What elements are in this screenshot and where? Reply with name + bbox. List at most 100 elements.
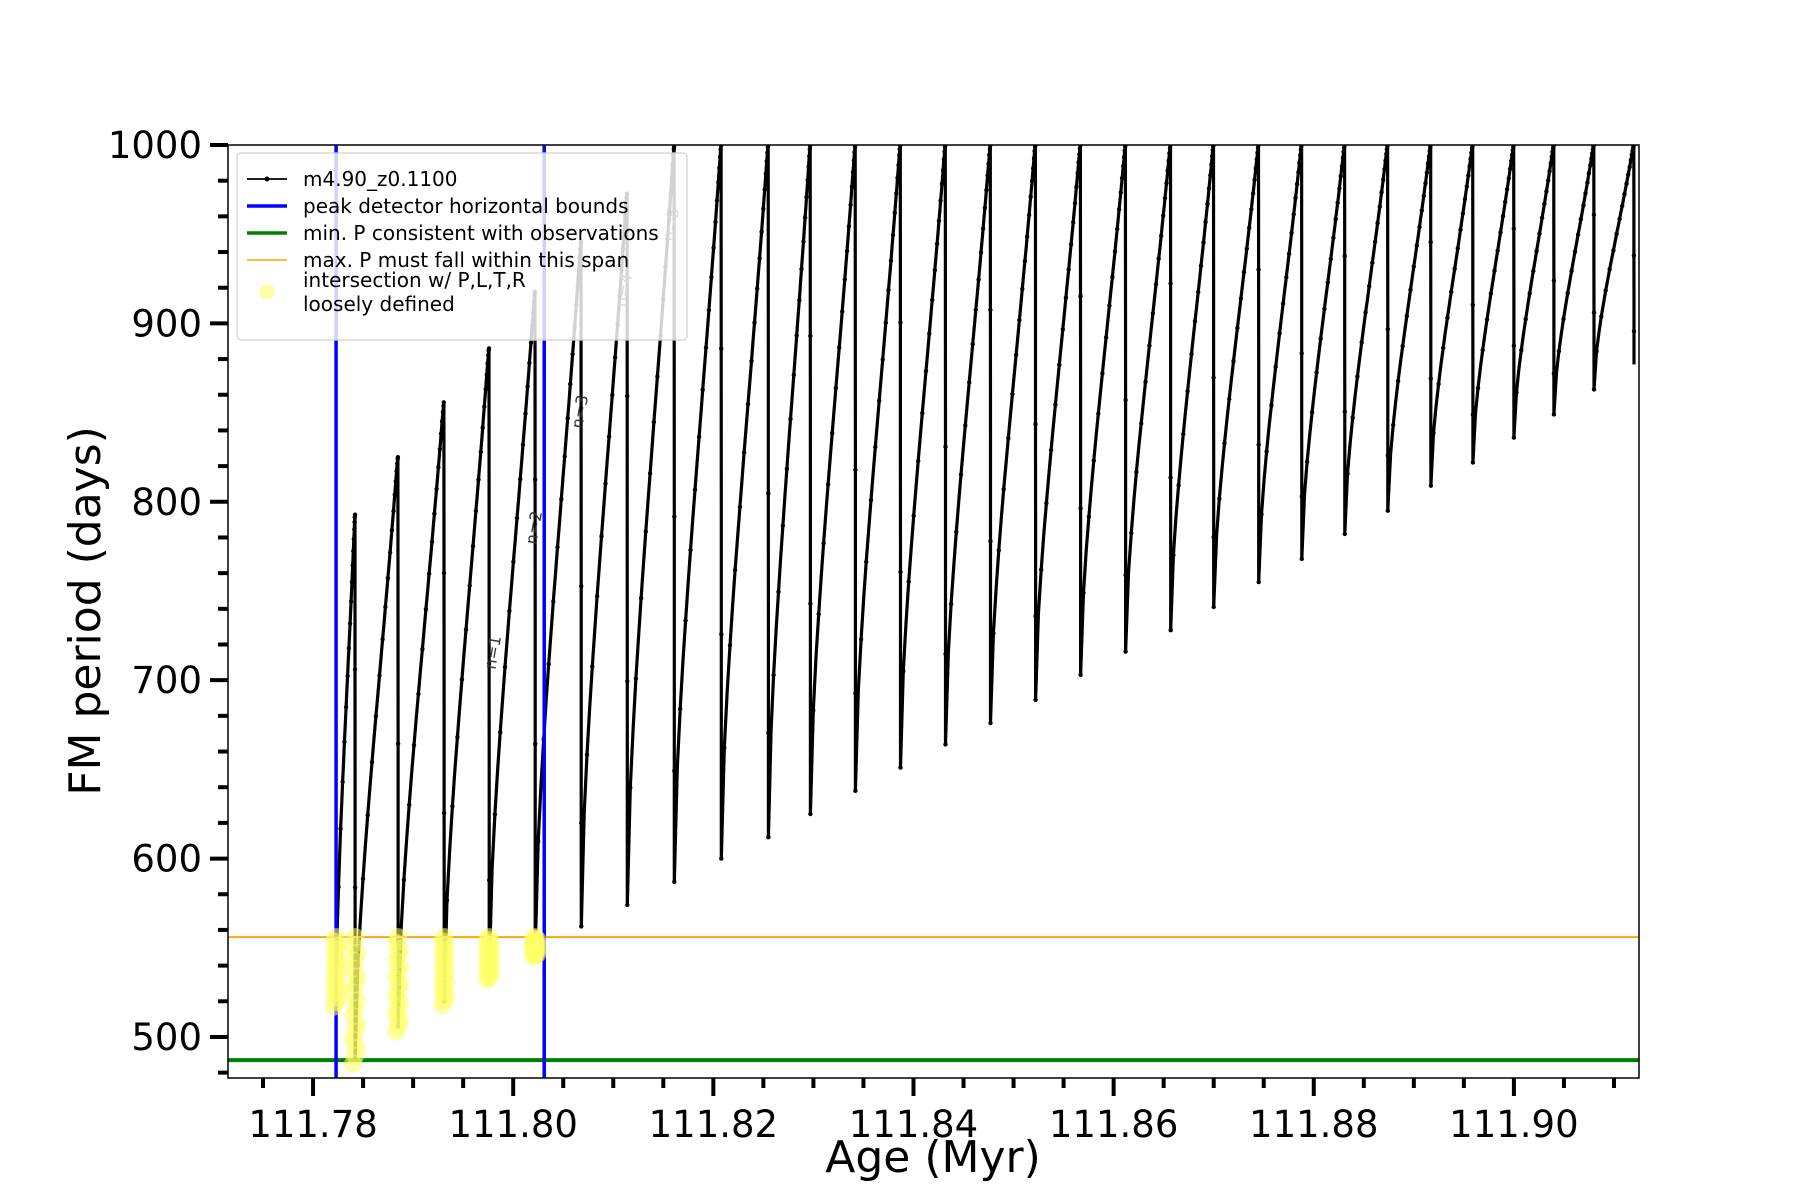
series-point xyxy=(1549,154,1555,159)
series-point xyxy=(1203,219,1208,225)
series-point xyxy=(1076,160,1081,165)
series-point xyxy=(844,248,850,254)
series-point xyxy=(562,454,567,459)
axes: 111.78 111.80 111.82 111.84 111.86 111.88 111.… xyxy=(108,124,1616,1146)
series-point xyxy=(1185,389,1190,394)
series-point xyxy=(1575,232,1581,237)
series-point xyxy=(745,401,751,407)
series-point xyxy=(1033,613,1038,619)
series-point xyxy=(765,150,770,155)
series-point xyxy=(1029,178,1035,184)
series-point xyxy=(988,307,993,313)
series-point xyxy=(766,835,771,840)
series-point xyxy=(898,569,903,575)
series-point xyxy=(1523,317,1528,322)
series-point xyxy=(478,449,483,455)
series-point xyxy=(1322,306,1327,312)
series-point xyxy=(1115,226,1120,232)
series-point xyxy=(741,450,747,455)
series-point xyxy=(1249,207,1254,212)
series-point xyxy=(764,159,769,164)
series-point xyxy=(896,162,901,168)
series-point xyxy=(1075,170,1080,176)
series-point xyxy=(858,637,864,642)
series-point xyxy=(1556,349,1562,354)
series-point xyxy=(438,431,444,436)
series-point xyxy=(351,548,356,554)
series-point xyxy=(1256,579,1261,585)
series-point xyxy=(901,669,906,674)
series-point xyxy=(811,708,816,713)
series-point xyxy=(1341,149,1346,154)
series-point xyxy=(692,487,698,492)
series-point xyxy=(625,394,630,399)
series-point xyxy=(352,527,357,532)
series-point xyxy=(719,632,724,637)
series-point xyxy=(444,898,450,903)
series-point xyxy=(473,508,479,514)
series-point xyxy=(1231,359,1236,364)
y-tick-label: 900 xyxy=(131,302,202,345)
series-point xyxy=(1607,266,1612,272)
series-point xyxy=(1470,412,1476,417)
series-point xyxy=(709,274,714,280)
series-point xyxy=(612,355,618,360)
series-point xyxy=(387,550,393,555)
series-point xyxy=(579,924,584,929)
series-point xyxy=(911,513,916,518)
series-point xyxy=(1211,375,1216,380)
series-point xyxy=(1006,436,1011,441)
series-point xyxy=(967,380,972,385)
series-point xyxy=(718,147,723,152)
series-point xyxy=(1256,267,1261,272)
series-point xyxy=(806,164,811,169)
series-point xyxy=(389,528,395,533)
series-point xyxy=(780,523,786,528)
series-point xyxy=(1400,343,1405,349)
series-point xyxy=(683,618,688,623)
series-point xyxy=(1171,552,1176,558)
series-point xyxy=(1066,267,1071,272)
y-tick-label: 700 xyxy=(131,659,202,702)
series-point xyxy=(420,646,425,652)
series-point xyxy=(1010,391,1015,397)
series-point xyxy=(713,220,718,225)
y-axis-title: FM period (days) xyxy=(60,426,111,796)
x-tick-label: 111.90 xyxy=(1449,1103,1578,1146)
series-point xyxy=(825,482,831,487)
series-point xyxy=(978,250,984,255)
series-point xyxy=(394,468,399,474)
series-point xyxy=(1335,200,1340,205)
series-point xyxy=(762,187,767,192)
series-point xyxy=(1511,226,1517,231)
series-point xyxy=(1425,161,1431,166)
series-point xyxy=(395,461,400,466)
series-point xyxy=(958,472,964,477)
series-point xyxy=(1264,449,1269,454)
series-point xyxy=(1370,260,1375,265)
series-point xyxy=(440,409,446,415)
series-point xyxy=(987,146,993,151)
series-point xyxy=(349,580,355,585)
series-point xyxy=(752,320,757,325)
series-point xyxy=(480,425,485,430)
series-point xyxy=(1211,604,1216,610)
series-point xyxy=(485,361,490,366)
series-point xyxy=(932,268,937,273)
series-point xyxy=(873,444,878,450)
series-point xyxy=(1427,148,1432,154)
series-point xyxy=(1583,191,1588,196)
series-point xyxy=(1121,155,1127,160)
legend-label: peak detector horizontal bounds xyxy=(303,194,629,218)
series-point xyxy=(1299,556,1305,562)
series-point xyxy=(1340,155,1346,160)
series-point xyxy=(853,788,858,793)
series-point xyxy=(1452,266,1457,271)
series-point xyxy=(340,779,345,785)
series-point xyxy=(1424,170,1430,175)
series-point xyxy=(807,154,812,159)
series-point xyxy=(1277,331,1282,336)
series-point xyxy=(766,491,771,496)
series-point xyxy=(599,534,604,539)
series-point xyxy=(1363,310,1368,315)
